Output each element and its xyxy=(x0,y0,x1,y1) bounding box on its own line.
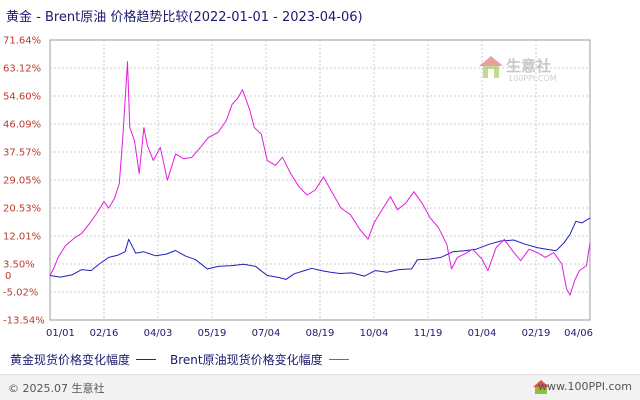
watermark-sub: 100PPI.COM xyxy=(508,74,557,83)
x-tick-label: 07/04 xyxy=(252,328,281,339)
y-tick-label: 46.09% xyxy=(3,119,41,130)
y-tick-label: 37.57% xyxy=(3,147,41,158)
y-tick-label: -13.54% xyxy=(3,316,45,327)
y-tick-label: 12.01% xyxy=(3,232,41,243)
x-tick-labels: 01/01 02/16 04/03 05/19 07/04 08/19 10/04 11/19… xyxy=(46,328,593,339)
x-tick-label: 11/19 xyxy=(414,328,443,339)
y-tick-label: -5.02% xyxy=(3,287,38,298)
watermark-name: 生意社 xyxy=(506,57,552,75)
copyright-text: © 2025.07 生意社 xyxy=(8,382,105,395)
y-tick-label: 63.12% xyxy=(3,64,41,75)
x-tick-label: 02/19 xyxy=(522,328,551,339)
legend-label-gold: 黄金现货价格变化幅度 xyxy=(10,352,131,367)
footer-bar: © 2025.07 生意社 www.100PPI.com xyxy=(0,374,640,400)
x-tick-label: 10/04 xyxy=(360,328,389,339)
y-zero-label: 0 xyxy=(5,271,11,282)
x-tick-label: 04/06 xyxy=(564,328,593,339)
y-tick-label: 29.05% xyxy=(3,176,41,187)
legend-swatch-gold xyxy=(136,358,157,360)
series-lines xyxy=(49,61,591,296)
legend: 黄金现货价格变化幅度 Brent原油现货价格变化幅度 xyxy=(10,351,363,367)
series-line-gold xyxy=(49,217,591,280)
legend-label-brent: Brent原油现货价格变化幅度 xyxy=(170,352,323,367)
watermark-logo: 生意社 100PPI.COM xyxy=(478,54,557,84)
site-logo-icon xyxy=(533,380,549,394)
y-tick-label: 3.50% xyxy=(3,259,35,270)
legend-swatch-brent xyxy=(328,358,349,360)
x-tick-label: 04/03 xyxy=(144,328,173,339)
watermark-house-icon xyxy=(479,56,503,78)
site-link[interactable]: www.100PPI.com xyxy=(538,380,632,393)
y-tick-label: 71.64% xyxy=(3,36,41,47)
chart-title: 黄金 - Brent原油 价格趋势比较(2022-01-01 - 2023-04… xyxy=(6,10,363,25)
y-tick-labels: 71.64% 63.12% 54.60% 46.09% 37.57% 29.05% 20.5… xyxy=(3,36,45,327)
x-tick-label: 01/01 xyxy=(46,328,75,339)
x-tick-label: 01/04 xyxy=(468,328,497,339)
x-tick-label: 08/19 xyxy=(306,328,335,339)
grid-lines xyxy=(50,40,590,320)
series-line-brent xyxy=(49,61,591,296)
x-tick-label: 02/16 xyxy=(90,328,119,339)
y-tick-label: 54.60% xyxy=(3,92,41,103)
y-tick-label: 20.53% xyxy=(3,204,41,215)
x-tick-label: 05/19 xyxy=(198,328,227,339)
